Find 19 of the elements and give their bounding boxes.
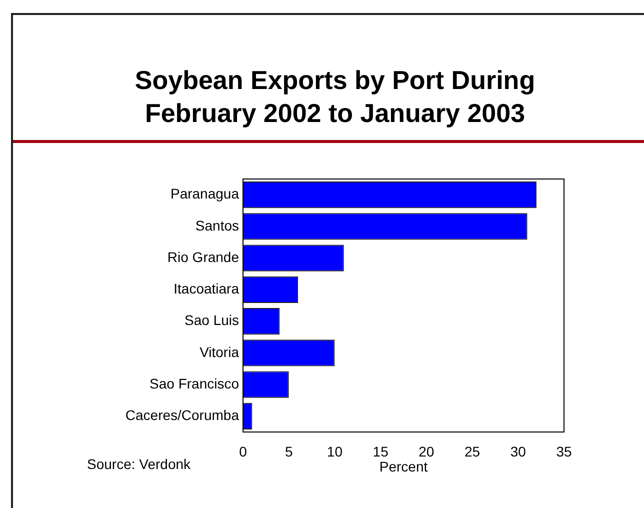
x-tick-label: 30 [510,443,526,460]
y-tick-label: Caceres/Corumba [125,407,240,424]
y-tick-label: Itacoatiara [174,280,240,297]
x-tick-label: 15 [372,443,389,460]
x-tick-label: 5 [284,443,293,460]
y-tick-label: Sao Francisco [150,375,240,392]
y-tick-label: Santos [195,217,239,234]
y-tick-label: Vitoria [200,344,240,360]
y-tick-label: Paranagua [170,186,240,202]
x-tick-label: 0 [239,443,248,460]
x-axis-title: Percent [379,458,428,474]
x-tick-label: 35 [556,443,572,460]
x-tick-label: 10 [326,443,343,460]
chart-title: Soybean Exports by Port During February 2002 to January 2003 [134,64,536,130]
y-tick-label: Rio Grande [167,248,240,265]
x-tick-label: 20 [418,443,434,460]
x-tick-label: 25 [464,443,480,460]
source-note: Source: Verdonk [87,456,191,472]
y-tick-label: Sao Luis [184,312,239,328]
